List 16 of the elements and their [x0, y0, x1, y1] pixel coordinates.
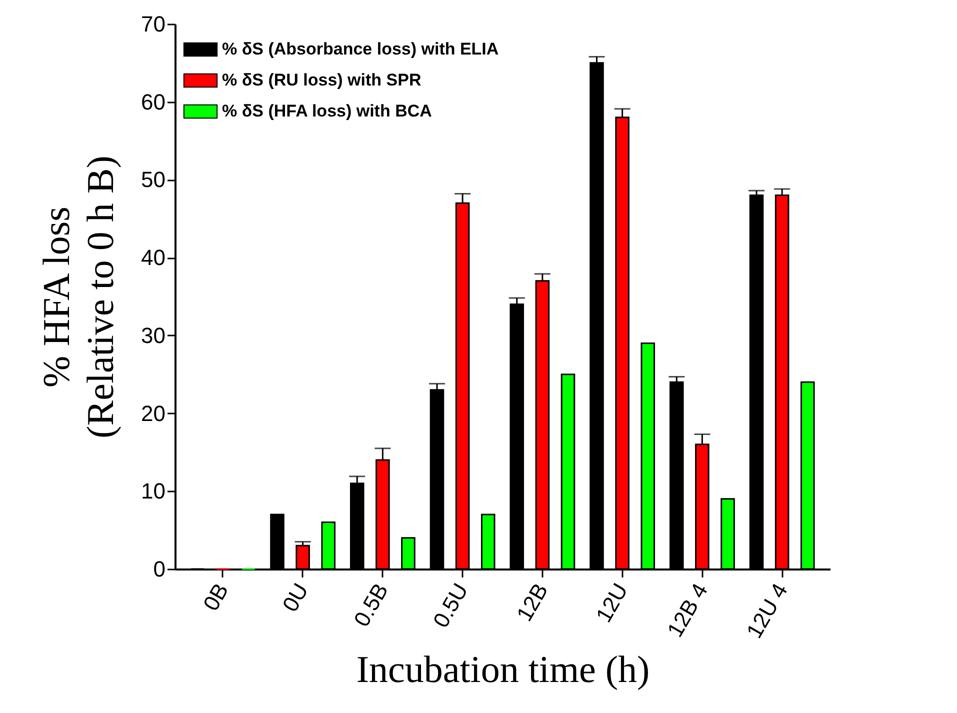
x-tick-label: 12B [512, 579, 553, 626]
y-tick-label: 70 [141, 12, 166, 36]
legend-label: % δS (HFA loss) with BCA [222, 102, 432, 120]
y-tick-label: 10 [141, 478, 166, 504]
y-tick-label: 30 [141, 322, 166, 348]
y-axis-title: % HFA loss (Relative to 0 h B) [36, 156, 122, 438]
legend-label: % δS (Absorbance loss) with ELIA [222, 40, 499, 58]
y-tick-label: 20 [141, 400, 166, 426]
x-axis-title: Incubation time (h) [356, 648, 650, 691]
y-tick-label: 50 [141, 167, 166, 192]
x-tick-label: 0B [198, 579, 234, 615]
y-tick-label: 0 [153, 556, 166, 582]
legend-label: % δS (RU loss) with SPR [222, 70, 422, 90]
x-tick-label: 0U [277, 579, 314, 616]
y-tick-label: 60 [141, 89, 166, 114]
y-tick-label: 40 [141, 245, 166, 270]
